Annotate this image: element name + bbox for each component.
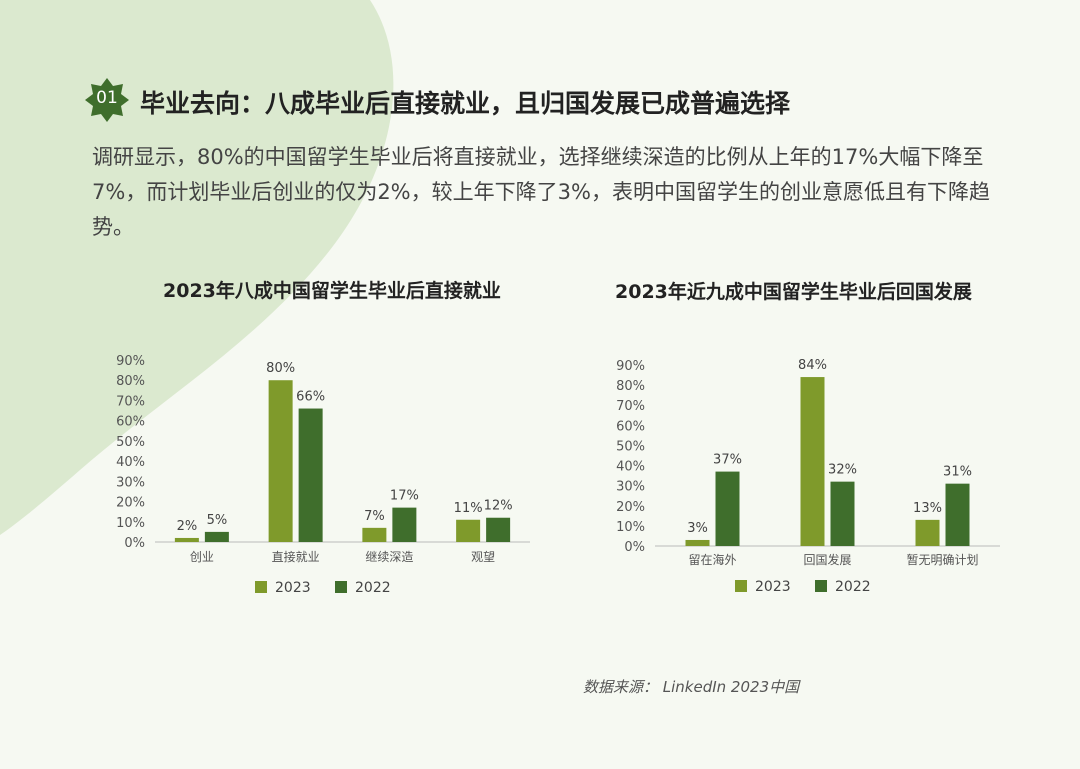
chart1-ytick-label: 0% — [124, 536, 145, 551]
chart2-ytick-label: 10% — [616, 520, 645, 535]
chart1-ytick-label: 40% — [116, 455, 145, 470]
chart1-ytick-label: 30% — [116, 475, 145, 490]
chart2-data-label: 3% — [687, 521, 708, 536]
green-blob — [0, 0, 394, 535]
chart2-ytick-label: 80% — [616, 379, 645, 394]
chart2-bar-2023 — [915, 519, 940, 546]
chart2-bar-2023 — [800, 377, 825, 546]
chart1-ytick-label: 50% — [116, 435, 145, 450]
chart2-bar-2022 — [715, 471, 740, 546]
chart1-data-label: 5% — [207, 513, 228, 528]
chart1-legend-label: 2023 — [275, 580, 311, 596]
chart1-category-label: 创业 — [190, 550, 214, 564]
chart1-data-label: 2% — [177, 519, 198, 534]
chart2-ytick-label: 20% — [616, 500, 645, 515]
chart2-legend-label: 2022 — [835, 579, 871, 595]
chart2-data-label: 37% — [713, 453, 742, 468]
chart2-bar-2023 — [685, 539, 710, 546]
chart1-data-label: 11% — [454, 501, 483, 516]
chart1-data-label: 80% — [266, 361, 295, 376]
chart1-legend-swatch — [255, 581, 267, 593]
chart2-ytick-label: 60% — [616, 419, 645, 434]
chart2-legend-swatch — [815, 580, 827, 592]
chart2-ytick-label: 40% — [616, 460, 645, 475]
chart2-bar-2022 — [830, 481, 855, 546]
chart1-data-label: 12% — [484, 499, 513, 514]
chart1-ytick-label: 20% — [116, 496, 145, 511]
chart1-bar-2022 — [392, 507, 417, 542]
chart1-bar-2022 — [298, 408, 323, 542]
chart1-bar-2023 — [268, 380, 293, 542]
chart2-ytick-label: 90% — [616, 359, 645, 374]
badge-octagon-icon — [85, 78, 129, 122]
chart2-title: 2023年近九成中国留学生毕业后回国发展 — [615, 281, 972, 303]
chart1-bar-2023 — [362, 527, 387, 542]
chart1-title: 2023年八成中国留学生毕业后直接就业 — [163, 280, 501, 302]
chart2-data-label: 13% — [913, 501, 942, 516]
chart1-data-label: 7% — [364, 509, 385, 524]
chart2-category-label: 回国发展 — [803, 552, 851, 567]
chart1-bar-2023 — [174, 537, 199, 542]
chart2-bar-2022 — [945, 483, 970, 546]
chart1-category-label: 观望 — [471, 550, 495, 564]
summary-paragraph: 调研显示，80%的中国留学生毕业后将直接就业，选择继续深造的比例从上年的17%大… — [92, 145, 990, 239]
chart2-ytick-label: 0% — [624, 540, 645, 555]
data-source: 数据来源： LinkedIn 2023中国 — [583, 678, 800, 696]
chart1-legend-swatch — [335, 581, 347, 593]
chart2-ytick-label: 30% — [616, 480, 645, 495]
chart2-category-label: 暂无明确计划 — [906, 553, 978, 567]
chart2-category-label: 留在海外 — [688, 552, 736, 567]
chart2-ytick-label: 70% — [616, 399, 645, 414]
chart1-category-label: 继续深造 — [365, 550, 413, 564]
chart1-data-label: 66% — [296, 390, 325, 405]
chart1-ytick-label: 80% — [116, 374, 145, 389]
chart2-data-label: 84% — [798, 358, 827, 373]
chart1-bar-2023 — [456, 519, 481, 542]
chart1-ytick-label: 10% — [116, 516, 145, 531]
chart1-category-label: 直接就业 — [272, 549, 320, 564]
chart2-ytick-label: 50% — [616, 439, 645, 454]
chart1-ytick-label: 70% — [116, 394, 145, 409]
chart2-legend-swatch — [735, 580, 747, 592]
chart2-data-label: 31% — [943, 465, 972, 480]
chart2-legend-label: 2023 — [755, 579, 791, 595]
chart1-ytick-label: 90% — [116, 354, 145, 369]
source-blur-mask — [820, 671, 1050, 701]
chart1-legend-label: 2022 — [355, 580, 391, 596]
chart2-data-label: 32% — [828, 463, 857, 478]
chart1-bar-2022 — [204, 531, 229, 542]
chart1-bar-2022 — [486, 517, 511, 542]
chart1-ytick-label: 60% — [116, 415, 145, 430]
chart1-data-label: 17% — [390, 489, 419, 504]
section-number: 01 — [96, 88, 118, 108]
section-title: 毕业去向：八成毕业后直接就业，且归国发展已成普遍选择 — [140, 89, 791, 118]
